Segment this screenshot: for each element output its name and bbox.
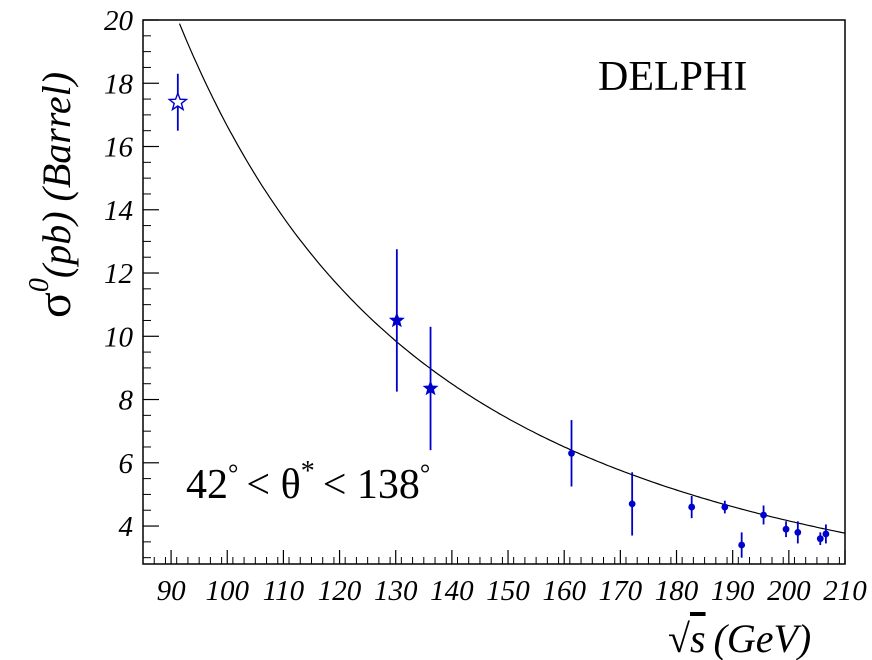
dot-marker xyxy=(822,530,830,538)
data-point xyxy=(721,500,729,514)
x-tick-label: 90 xyxy=(157,575,187,607)
y-axis-symbol: σ xyxy=(28,292,81,318)
y-axis-rest: (pb) (Barrel) xyxy=(34,72,79,278)
x-tick-label: 130 xyxy=(374,575,418,607)
degree-symbol-1: ° xyxy=(228,459,238,488)
degree-symbol-2: ° xyxy=(420,459,430,488)
y-tick-label: 18 xyxy=(104,68,134,100)
x-axis-radical: √ xyxy=(668,616,690,660)
data-point xyxy=(816,532,824,546)
cut-mid: < θ xyxy=(246,462,300,508)
data-point xyxy=(688,496,696,519)
dot-marker xyxy=(760,511,767,519)
x-tick-label: 170 xyxy=(599,575,643,607)
x-tick-label: 190 xyxy=(711,575,755,607)
y-tick-label: 8 xyxy=(119,385,134,417)
angular-cut-label: 42° < θ* < 138° xyxy=(186,456,430,508)
y-tick-label: 4 xyxy=(119,511,134,543)
y-tick-label: 12 xyxy=(104,258,133,290)
data-points xyxy=(167,73,830,558)
x-tick-label: 140 xyxy=(430,575,474,607)
x-tick-label: 200 xyxy=(767,575,811,607)
dot-marker xyxy=(794,528,802,536)
open-star-marker xyxy=(167,91,189,112)
data-point xyxy=(822,524,830,544)
data-point xyxy=(167,73,189,131)
x-axis-tick-labels: 90 100 110 120 130 140 150 160 170 180 190 200 210 xyxy=(157,575,868,607)
y-axis-title: σ0(pb) (Barrel) xyxy=(24,72,81,318)
dot-marker xyxy=(816,535,824,543)
y-tick-label: 20 xyxy=(104,5,134,37)
dot-marker xyxy=(688,503,696,511)
x-axis-ticks xyxy=(142,550,846,564)
dot-marker xyxy=(721,503,729,511)
data-point xyxy=(782,521,790,538)
cut-low: 42 xyxy=(186,462,228,508)
x-axis-var: s xyxy=(690,616,706,660)
cut-high: < 138 xyxy=(323,462,420,508)
dot-marker xyxy=(738,541,746,549)
x-tick-label: 100 xyxy=(205,575,249,607)
y-tick-label: 16 xyxy=(104,132,134,164)
y-tick-label: 10 xyxy=(104,321,134,353)
filled-star-marker xyxy=(388,312,405,328)
data-point xyxy=(628,472,636,536)
star-superscript: * xyxy=(301,456,315,487)
y-tick-label: 6 xyxy=(119,448,134,480)
data-point xyxy=(388,249,405,392)
x-axis-title: √s (GeV) xyxy=(668,616,811,660)
x-axis-unit: (GeV) xyxy=(714,616,812,660)
y-axis-sup: 0 xyxy=(24,278,55,292)
data-point xyxy=(738,532,746,558)
plot-frame xyxy=(142,19,846,565)
x-tick-label: 160 xyxy=(542,575,586,607)
data-point xyxy=(422,326,439,451)
x-tick-label: 120 xyxy=(318,575,362,607)
x-tick-label: 180 xyxy=(655,575,699,607)
y-tick-label: 14 xyxy=(104,195,133,227)
y-axis-ticks xyxy=(143,19,159,559)
y-axis-tick-labels: 4 6 8 10 12 14 16 18 20 xyxy=(104,5,134,543)
fit-curve xyxy=(178,23,846,534)
dot-marker xyxy=(628,500,636,508)
data-point xyxy=(794,521,802,544)
filled-star-marker xyxy=(422,380,439,396)
x-tick-label: 150 xyxy=(486,575,530,607)
dot-marker xyxy=(568,449,575,457)
data-point xyxy=(760,505,767,525)
x-tick-label: 210 xyxy=(823,575,867,607)
experiment-label: DELPHI xyxy=(598,54,747,100)
x-tick-label: 110 xyxy=(263,575,305,607)
dot-marker xyxy=(782,525,790,533)
data-point xyxy=(568,420,575,487)
